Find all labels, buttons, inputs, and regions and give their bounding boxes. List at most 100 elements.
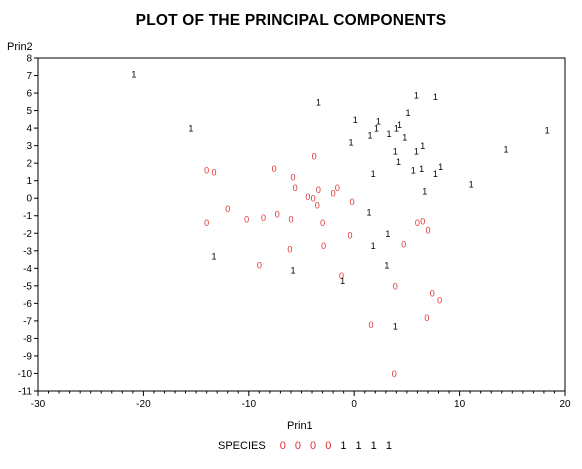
data-point-species-1: 1 bbox=[188, 124, 193, 134]
data-point-species-0: 0 bbox=[288, 215, 293, 225]
data-point-species-0: 0 bbox=[393, 281, 398, 291]
data-point-species-0: 0 bbox=[369, 320, 374, 330]
x-tick-label: 20 bbox=[559, 399, 571, 410]
data-point-species-1: 1 bbox=[503, 145, 508, 155]
legend: SPECIES 0 0 0 0 1 1 1 1 bbox=[218, 440, 395, 452]
data-point-species-0: 0 bbox=[225, 204, 230, 214]
data-point-species-0: 0 bbox=[347, 231, 352, 241]
data-point-species-1: 1 bbox=[394, 124, 399, 134]
data-point-species-0: 0 bbox=[257, 260, 262, 270]
data-point-species-0: 0 bbox=[420, 216, 425, 226]
x-tick-label: 0 bbox=[351, 399, 357, 410]
data-point-species-1: 1 bbox=[131, 69, 136, 79]
y-tick-label: -5 bbox=[23, 281, 32, 292]
x-tick-label: -30 bbox=[31, 399, 46, 410]
data-point-species-1: 1 bbox=[368, 131, 373, 141]
data-point-species-1: 1 bbox=[393, 146, 398, 156]
data-point-species-1: 1 bbox=[433, 92, 438, 102]
data-point-species-1: 1 bbox=[438, 162, 443, 172]
y-tick-label: -8 bbox=[23, 334, 32, 345]
data-point-species-1: 1 bbox=[371, 169, 376, 179]
data-point-species-1: 1 bbox=[349, 138, 354, 148]
y-tick-label: -2 bbox=[23, 229, 32, 240]
legend-title: SPECIES bbox=[218, 440, 266, 452]
data-point-species-0: 0 bbox=[425, 225, 430, 235]
data-point-species-0: 0 bbox=[350, 197, 355, 207]
data-point-species-1: 1 bbox=[545, 125, 550, 135]
plot-frame bbox=[37, 57, 566, 392]
data-point-species-0: 0 bbox=[244, 215, 249, 225]
data-point-species-0: 0 bbox=[204, 218, 209, 228]
data-point-species-1: 1 bbox=[366, 208, 371, 218]
y-tick-label: 6 bbox=[26, 89, 32, 100]
data-point-species-1: 1 bbox=[433, 169, 438, 179]
data-point-species-1: 1 bbox=[414, 90, 419, 100]
data-point-species-1: 1 bbox=[371, 241, 376, 251]
y-tick-label: 4 bbox=[26, 124, 32, 135]
data-point-species-0: 0 bbox=[320, 218, 325, 228]
data-point-species-1: 1 bbox=[420, 141, 425, 151]
data-point-species-1: 1 bbox=[393, 322, 398, 332]
data-point-species-0: 0 bbox=[204, 166, 209, 176]
x-tick-label: -20 bbox=[136, 399, 151, 410]
y-tick-label: 3 bbox=[26, 141, 32, 152]
data-point-species-0: 0 bbox=[315, 201, 320, 211]
data-point-species-0: 0 bbox=[415, 218, 420, 228]
data-point-species-1: 1 bbox=[291, 266, 296, 276]
y-tick-label: 7 bbox=[26, 71, 32, 82]
data-point-species-0: 0 bbox=[261, 213, 266, 223]
data-point-species-0: 0 bbox=[424, 313, 429, 323]
data-point-species-1: 1 bbox=[422, 187, 427, 197]
data-point-species-1: 1 bbox=[384, 260, 389, 270]
data-point-species-1: 1 bbox=[376, 117, 381, 127]
data-point-species-1: 1 bbox=[374, 124, 379, 134]
y-tick-label: -1 bbox=[23, 211, 32, 222]
data-point-species-0: 0 bbox=[316, 185, 321, 195]
data-point-species-0: 0 bbox=[437, 295, 442, 305]
data-point-species-0: 0 bbox=[312, 152, 317, 162]
y-tick-label: 0 bbox=[26, 194, 32, 205]
x-tick-label: 10 bbox=[454, 399, 466, 410]
y-tick-label: -3 bbox=[23, 246, 32, 257]
legend-symbol-species-1: 1 1 1 1 bbox=[340, 440, 395, 452]
y-tick-label: 2 bbox=[26, 159, 32, 170]
data-point-species-0: 0 bbox=[311, 194, 316, 204]
y-tick-label: 5 bbox=[26, 106, 32, 117]
data-point-species-0: 0 bbox=[291, 173, 296, 183]
y-tick-label: -7 bbox=[23, 316, 32, 327]
data-point-species-0: 0 bbox=[272, 164, 277, 174]
y-tick-label: -11 bbox=[18, 387, 32, 398]
data-point-species-1: 1 bbox=[402, 132, 407, 142]
x-axis-label: Prin1 bbox=[287, 420, 313, 432]
data-point-species-1: 1 bbox=[212, 252, 217, 262]
y-tick-label: 1 bbox=[26, 176, 32, 187]
chart-title: PLOT OF THE PRINCIPAL COMPONENTS bbox=[135, 12, 447, 29]
y-tick-label: -9 bbox=[23, 351, 32, 362]
data-point-species-0: 0 bbox=[305, 192, 310, 202]
data-point-species-1: 1 bbox=[397, 120, 402, 130]
data-point-species-1: 1 bbox=[411, 166, 416, 176]
y-tick-label: 8 bbox=[26, 54, 32, 65]
data-point-species-0: 0 bbox=[430, 288, 435, 298]
data-point-species-0: 0 bbox=[339, 271, 344, 281]
data-point-species-0: 0 bbox=[293, 183, 298, 193]
data-point-species-0: 0 bbox=[287, 245, 292, 255]
data-point-species-1: 1 bbox=[385, 229, 390, 239]
data-point-species-0: 0 bbox=[392, 369, 397, 379]
data-point-species-1: 1 bbox=[396, 157, 401, 167]
data-point-species-0: 0 bbox=[335, 183, 340, 193]
y-tick-label: -4 bbox=[23, 264, 32, 275]
data-point-species-0: 0 bbox=[321, 241, 326, 251]
x-tick-label: -10 bbox=[242, 399, 257, 410]
y-axis-label: Prin2 bbox=[7, 41, 33, 53]
data-point-species-1: 1 bbox=[353, 115, 358, 125]
y-tick-label: -6 bbox=[23, 299, 32, 310]
data-point-species-1: 1 bbox=[316, 97, 321, 107]
data-point-species-0: 0 bbox=[212, 167, 217, 177]
data-point-species-0: 0 bbox=[275, 209, 280, 219]
data-point-species-1: 1 bbox=[386, 129, 391, 139]
data-point-species-1: 1 bbox=[340, 276, 345, 286]
data-point-species-1: 1 bbox=[469, 180, 474, 190]
y-tick-label: -10 bbox=[18, 369, 33, 380]
